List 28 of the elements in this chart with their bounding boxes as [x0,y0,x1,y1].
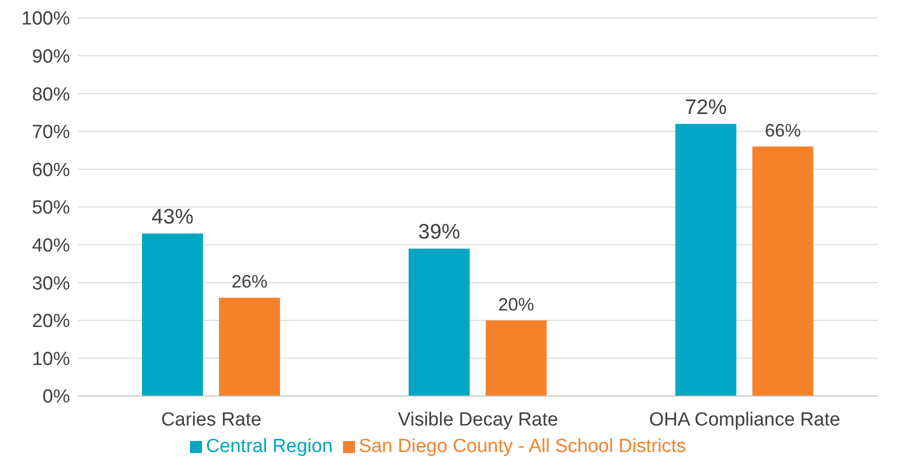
y-tick-label: 20% [32,311,70,332]
y-tick-label: 100% [21,8,70,30]
bar [219,298,280,396]
y-tick-label: 50% [32,198,70,219]
y-tick-label: 30% [32,273,70,294]
y-tick-label: 40% [32,236,70,257]
legend-label: San Diego County - All School Districts [358,436,686,457]
y-tick-label: 80% [32,84,70,106]
x-tick-label: OHA Compliance Rate [649,409,840,430]
bar [142,233,203,396]
bar [675,124,736,396]
data-label: 26% [231,272,268,292]
x-tick-label: Caries Rate [161,409,262,430]
data-label: 43% [151,205,194,228]
data-label: 66% [764,120,801,141]
y-tick-label: 90% [32,46,70,68]
bar [408,248,470,396]
x-tick-label: Visible Decay Rate [398,409,558,430]
y-tick-label: 0% [42,386,70,408]
y-tick-label: 70% [32,122,70,144]
data-label: 39% [418,220,460,244]
data-label: 20% [498,294,534,314]
bar [486,320,547,396]
data-label: 72% [684,96,727,119]
y-tick-label: 60% [32,160,70,181]
legend-label: Central Region [206,436,333,457]
y-tick-label: 10% [32,348,70,370]
bar [752,146,814,396]
